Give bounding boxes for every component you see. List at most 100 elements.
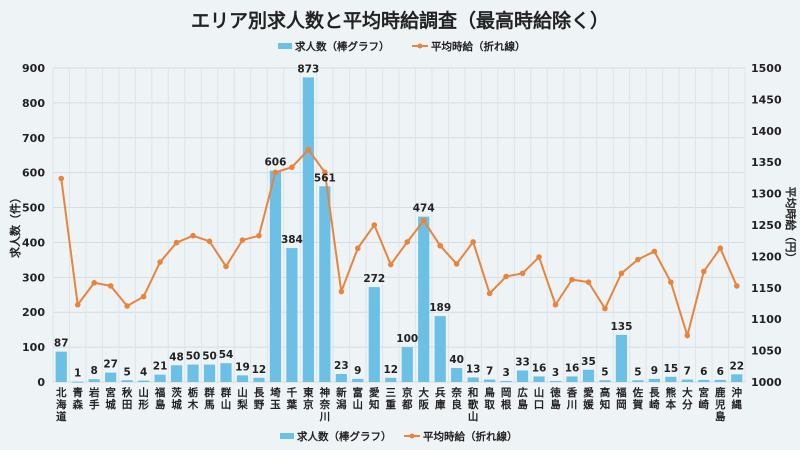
bar-data-label: 35 — [581, 356, 596, 368]
x-category-label: 宮崎 — [699, 386, 710, 411]
y-left-tick-label: 700 — [22, 132, 45, 145]
x-category-label: 栃木 — [187, 386, 199, 411]
y-left-tick-label: 100 — [22, 341, 45, 354]
line-point — [668, 279, 674, 285]
line-point — [437, 242, 443, 249]
line-series — [58, 146, 740, 340]
legend-line-label: 平均時給（折れ線） — [423, 430, 518, 443]
bar — [516, 370, 529, 382]
x-category-label: 長野 — [254, 387, 265, 411]
x-category-label: 鳥取 — [484, 386, 495, 411]
bar — [731, 374, 743, 382]
bar-data-label: 87 — [54, 338, 69, 350]
x-category-label: 熊本 — [666, 386, 677, 411]
line-point — [733, 283, 740, 289]
bar — [401, 347, 413, 382]
line-point — [420, 217, 427, 224]
bar — [105, 372, 117, 382]
bar-data-label: 16 — [532, 362, 547, 374]
legend-bar-label: 求人数（棒グラフ） — [295, 40, 390, 53]
bar — [138, 380, 150, 382]
line-point — [355, 245, 361, 252]
legend-line-marker — [409, 433, 415, 439]
bar — [665, 376, 677, 382]
y-right-tick-label: 1200 — [751, 250, 782, 263]
line-path — [60, 148, 738, 340]
x-category-label: 広島 — [517, 386, 528, 411]
bar — [72, 381, 84, 383]
legend-line-label: 平均時給（折れ線） — [431, 40, 526, 53]
bar — [368, 287, 380, 382]
x-category-label: 京都 — [401, 386, 413, 411]
y-left-tick-label: 200 — [22, 306, 45, 319]
x-category-label: 大阪 — [418, 386, 429, 411]
x-category-label: 福島 — [154, 386, 166, 411]
bar — [648, 378, 660, 382]
line-point — [190, 232, 196, 239]
line-point — [305, 146, 312, 153]
bar-data-label: 13 — [466, 363, 481, 375]
bar — [549, 380, 562, 382]
x-category-label: 高知 — [600, 386, 611, 411]
line-point — [585, 279, 592, 285]
line-point — [453, 261, 460, 267]
y-right-tick-label: 1050 — [751, 345, 782, 358]
x-category-label: 群馬 — [204, 386, 215, 411]
chart-title: エリア別求人数と平均時給調査（最高時給除く） — [191, 9, 609, 32]
y-left-tick-label: 600 — [22, 167, 45, 180]
bar-data-label: 15 — [664, 363, 679, 375]
line-point — [173, 239, 180, 246]
line-point — [322, 169, 328, 176]
bar-data-label: 21 — [153, 361, 168, 373]
x-category-label: 福岡 — [615, 386, 627, 411]
bar-data-label: 384 — [281, 234, 303, 246]
bar — [302, 77, 314, 383]
line-point — [651, 248, 658, 255]
legend-bar-label: 求人数（棒グラフ） — [297, 430, 392, 443]
y-right-tick-label: 1500 — [751, 62, 782, 75]
y-left-tick-label: 900 — [22, 62, 45, 75]
legend-bottom: 求人数（棒グラフ） 平均時給（折れ線） — [280, 430, 518, 443]
x-category-label: 三重 — [386, 387, 397, 411]
y-left-tick-label: 0 — [37, 376, 45, 389]
bar-data-label: 6 — [717, 366, 724, 378]
bar-data-label: 135 — [610, 321, 632, 333]
legend-top: 求人数（棒グラフ） 平均時給（折れ線） — [278, 40, 526, 53]
bar — [566, 376, 578, 382]
x-category-label: 香川 — [566, 386, 578, 411]
bar-data-label: 1 — [74, 368, 81, 380]
bar — [615, 334, 628, 382]
y-right-tick-label: 1450 — [751, 93, 782, 106]
line-point — [223, 263, 229, 270]
bar-data-label: 9 — [651, 365, 658, 377]
x-category-label: 奈良 — [450, 386, 462, 411]
bar — [220, 363, 232, 382]
bar — [203, 364, 216, 382]
bar-data-label: 19 — [235, 361, 250, 373]
legend-bar-swatch — [280, 433, 294, 439]
y-left-tick-label: 400 — [22, 236, 45, 249]
bar-data-label: 272 — [363, 273, 385, 285]
bar-data-label: 873 — [297, 63, 319, 75]
bar — [714, 379, 726, 382]
x-category-label: 沖縄 — [732, 386, 743, 411]
bar — [582, 369, 595, 382]
line-point — [536, 254, 542, 260]
bar — [269, 170, 282, 382]
bar — [253, 377, 265, 382]
bar-data-label: 8 — [91, 365, 98, 377]
x-category-label: 山口 — [534, 386, 545, 411]
bar-data-label: 5 — [601, 366, 608, 378]
x-category-label: 千葉 — [286, 386, 298, 411]
line-point — [569, 276, 575, 283]
x-category-label: 山梨 — [236, 386, 248, 411]
x-category-label: 茨城 — [171, 386, 182, 411]
bar-data-label: 54 — [219, 349, 234, 361]
bar-data-label: 3 — [552, 367, 559, 379]
bar-data-label: 189 — [429, 302, 451, 314]
bar-data-label: 6 — [700, 366, 707, 378]
bar-data-label: 40 — [449, 354, 464, 366]
bar — [352, 378, 364, 382]
y-right-tick-label: 1000 — [751, 376, 782, 389]
